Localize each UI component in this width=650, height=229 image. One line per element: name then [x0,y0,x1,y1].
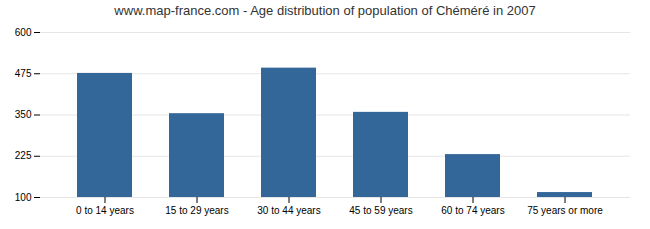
svg-text:60 to 74 years: 60 to 74 years [441,205,504,216]
html-text:www.map-france.com - Age distr: www.map-france.com - Age distribution of… [114,3,536,18]
svg-text:350: 350 [15,109,32,120]
svg-text:75 years or more: 75 years or more [527,205,603,216]
svg-text:15 to 29 years: 15 to 29 years [165,205,228,216]
svg-text:45 to 59 years: 45 to 59 years [349,205,412,216]
svg-text:0 to 14 years: 0 to 14 years [76,205,134,216]
svg-text:100: 100 [15,192,32,203]
svg-text:30 to 44 years: 30 to 44 years [257,205,320,216]
svg-text:225: 225 [15,150,32,161]
svg-text:475: 475 [15,68,32,79]
svg-text:600: 600 [15,27,32,38]
